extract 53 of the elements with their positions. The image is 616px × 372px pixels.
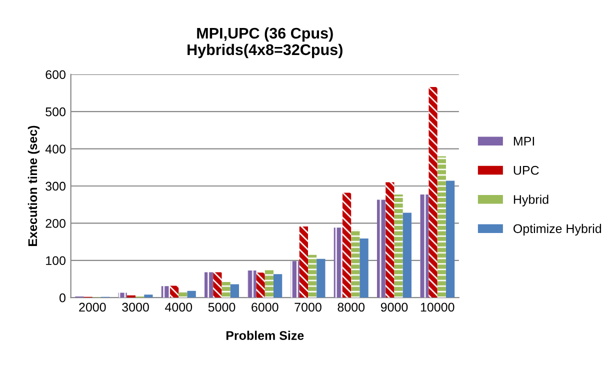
y-tick-label: 600 [46, 70, 66, 80]
x-tick-label: 2000 [79, 302, 106, 312]
bar [360, 238, 368, 298]
y-tick-label: 100 [46, 256, 66, 266]
y-tick-label: 500 [46, 107, 66, 116]
legend-label: Hybrid [514, 194, 548, 206]
x-tick-label: 3000 [122, 302, 149, 312]
bar [144, 294, 153, 298]
bar [394, 194, 403, 298]
bar [342, 192, 352, 298]
bar [428, 87, 438, 298]
bar [386, 182, 394, 298]
bar [204, 272, 214, 298]
bar [256, 272, 265, 298]
x-tick-label: 6000 [252, 302, 278, 312]
x-tick-label: 10000 [420, 302, 454, 312]
chart-title: MPI,UPC (36 Cpus) Hybrids(4x8=32Cpus) [188, 27, 342, 58]
y-tick-label: 0 [60, 293, 66, 302]
legend-label: Optimize Hybrid [514, 224, 602, 236]
bar [402, 212, 412, 298]
bar [299, 226, 308, 298]
bar [187, 290, 196, 298]
x-tick-label: 7000 [294, 302, 322, 312]
bar [420, 194, 429, 298]
bar [437, 156, 446, 298]
legend-label: MPI [514, 136, 534, 146]
x-axis-title: Problem Size [226, 330, 304, 340]
bar [178, 292, 188, 298]
bar [274, 274, 282, 298]
bar [222, 282, 230, 298]
legend-label: UPC [514, 166, 539, 175]
x-tick-label: 5000 [208, 302, 236, 312]
x-tick-label: 4000 [165, 302, 192, 312]
bar [446, 180, 455, 298]
y-tick-label: 200 [46, 219, 66, 228]
y-tick-label: 400 [45, 144, 66, 154]
bar [264, 270, 274, 298]
x-tick-label: 8000 [338, 302, 365, 312]
bar [161, 286, 170, 298]
bar [290, 261, 300, 298]
bar [170, 286, 179, 298]
bar [213, 272, 222, 298]
bar [230, 284, 240, 298]
bar [316, 258, 326, 298]
bar [308, 254, 317, 298]
bar [118, 292, 127, 298]
y-tick-label: 300 [46, 182, 66, 191]
y-axis-title: Execution time (sec) [28, 126, 40, 246]
bar [376, 200, 386, 298]
x-tick-label: 9000 [380, 302, 408, 312]
bar [248, 270, 256, 298]
bar [334, 228, 342, 298]
bar [351, 230, 360, 298]
